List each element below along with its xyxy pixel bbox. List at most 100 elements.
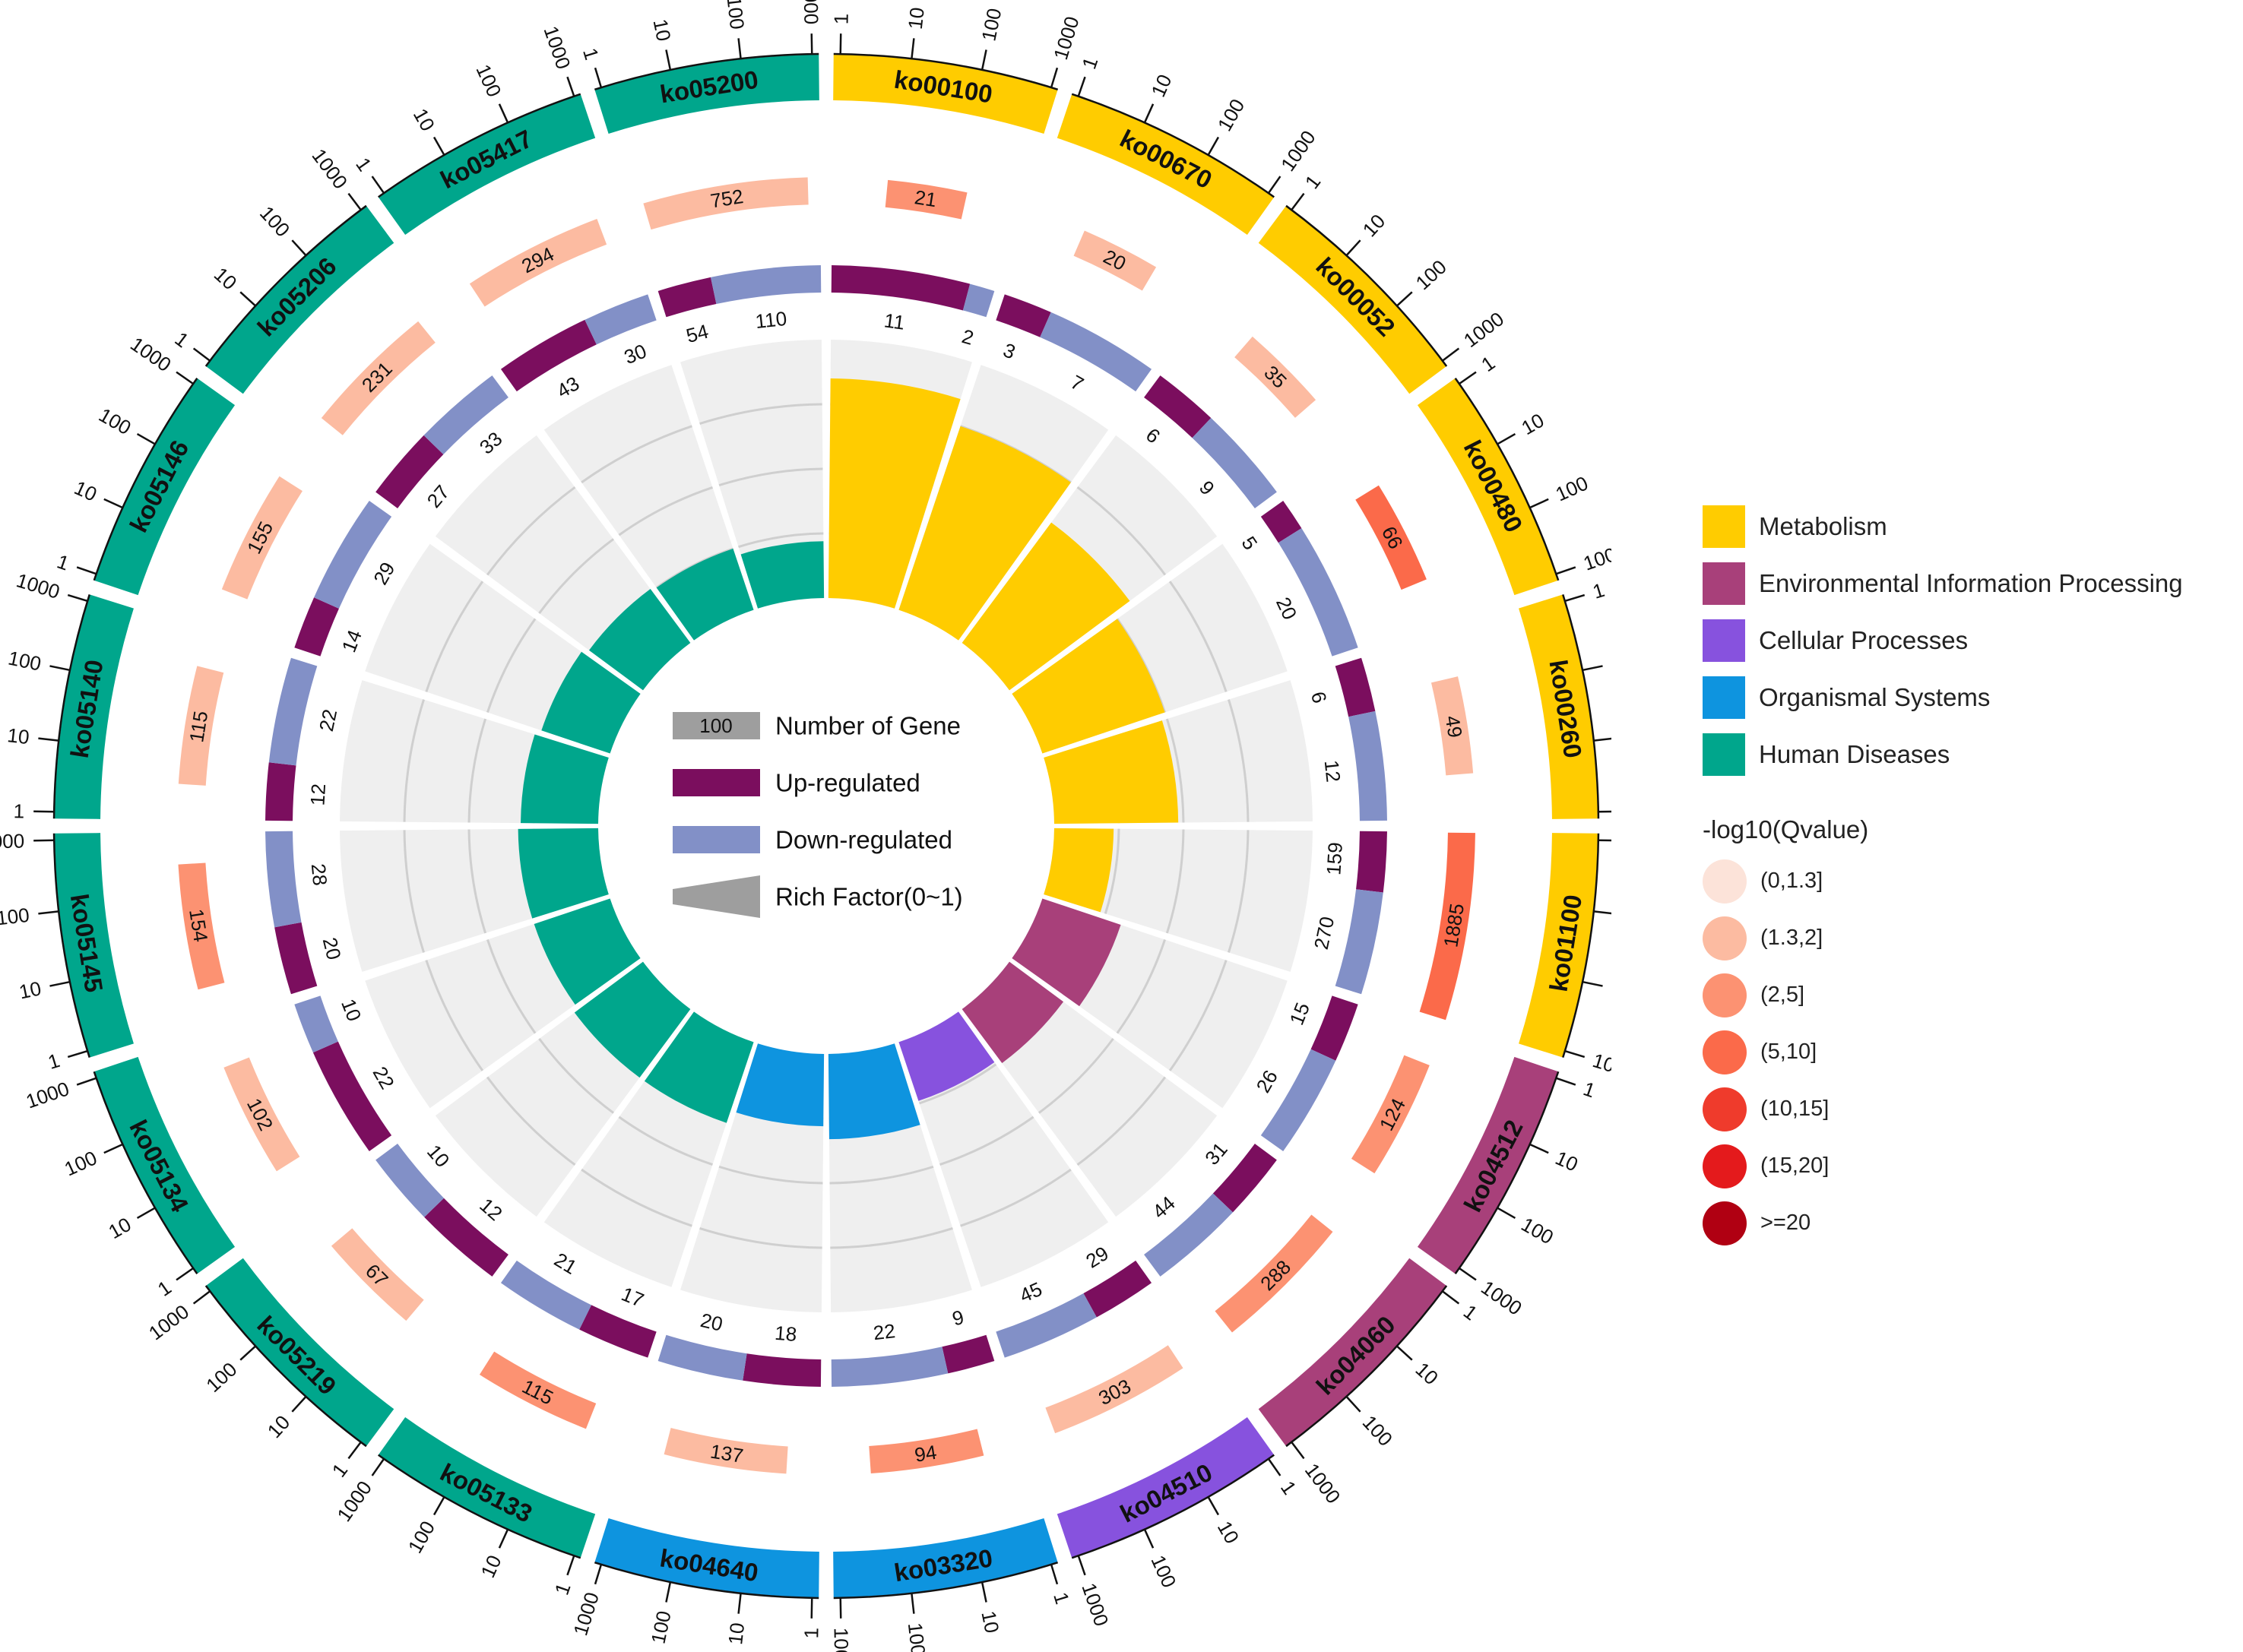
axis-tick [566, 1554, 575, 1576]
qvalue-legend-item: (10,15] [1703, 1081, 2235, 1138]
axis-tick-label: 10 [1609, 648, 1611, 675]
qvalue-legend-title: -log10(Qvalue) [1703, 815, 1869, 843]
down-count-ko05145: 28 [307, 862, 332, 887]
axis-tick [1441, 1290, 1460, 1305]
axis-line [52, 833, 90, 1059]
axis-tick [239, 1344, 257, 1361]
rich-bar-ko04060 [962, 961, 1064, 1064]
up-count-ko04060: 31 [1200, 1138, 1232, 1169]
axis-tick-label: 1000 [1459, 307, 1508, 352]
axis-tick [1143, 1528, 1155, 1549]
rich-grid [538, 538, 614, 614]
category-label: Environmental Information Processing [1759, 568, 2183, 597]
rich-grid [581, 425, 692, 484]
up-bar-ko04640 [743, 1353, 822, 1387]
category-label: Cellular Processes [1759, 625, 1969, 654]
axis-line [1285, 1285, 1448, 1448]
bg-genes-bar-ko05417 [469, 219, 607, 307]
axis-tick-label: 1000 [1276, 126, 1320, 176]
right-legend: Metabolism Environmental Information Proc… [1703, 498, 2235, 1252]
pathway-block-ko00100 [833, 55, 1058, 134]
axis-tick [594, 1563, 603, 1585]
down-count-ko05134: 10 [337, 995, 366, 1024]
up-count-ko05145: 20 [318, 935, 346, 962]
axis-tick-label: 10 [648, 17, 675, 43]
bg-genes-bar-ko03320 [869, 1429, 984, 1473]
axis-tick [665, 49, 672, 71]
axis-line [1454, 378, 1560, 581]
qvalue-legend-item: (1.3,2] [1703, 910, 2235, 967]
bg-genes-bar-ko04060 [1215, 1214, 1333, 1333]
rich-grid [738, 532, 824, 549]
up-bar-ko04512 [1310, 995, 1358, 1061]
axis-tick-label: 100 [723, 0, 749, 30]
rich-bar-ko04640 [736, 1043, 825, 1127]
down-bar-ko01100 [1335, 889, 1383, 995]
pathway-block-ko05200 [594, 55, 819, 134]
pathway-block-ko01100 [1519, 833, 1598, 1058]
qvalue-label: (10,15] [1760, 1097, 1830, 1121]
qvalue-legend-item: (5,10] [1703, 1024, 2235, 1081]
axis-tick-label: 100 [404, 1517, 440, 1557]
category-swatch [1703, 733, 1745, 776]
rich-grid [1228, 699, 1250, 822]
category-swatch [1703, 505, 1745, 548]
axis-tick-label: 1000 [23, 1077, 71, 1112]
category-legend-item: Organismal Systems [1703, 669, 2235, 726]
axis-tick-label: 100 [1517, 1213, 1557, 1249]
axis-tick-label: 100 [61, 1146, 100, 1180]
qvalue-label: (2,5] [1760, 983, 1805, 1007]
axis-tick [1529, 1143, 1549, 1154]
axis-tick [192, 347, 211, 362]
pathway-block-ko04510 [1057, 1416, 1274, 1558]
down-bar-ko05134 [294, 995, 338, 1053]
axis-tick-label: 1000 [332, 1476, 376, 1526]
bg-genes-bar-ko00052 [1234, 336, 1316, 418]
qvalue-dot [1703, 916, 1747, 961]
category-label: Organismal Systems [1759, 682, 1991, 711]
axis-tick-label: 1000 [799, 0, 822, 24]
rich-grid [1168, 960, 1228, 1071]
axis-tick-label: 1 [46, 1049, 63, 1074]
axis-line [594, 52, 819, 90]
axis-line [1454, 1071, 1560, 1274]
down-count-ko00052: 9 [1195, 476, 1219, 500]
axis-tick-label: 1 [351, 153, 376, 176]
rich-factor-key [673, 875, 760, 918]
category-legend-item: Human Diseases [1703, 726, 2235, 783]
rich-bar-ko04512 [1012, 898, 1121, 1007]
rich-grid [718, 1165, 823, 1185]
rich-bar-ko05133 [644, 1011, 754, 1123]
pathway-block-ko04640 [594, 1518, 819, 1597]
up-bar-ko01100 [1356, 831, 1387, 893]
bg-genes-label-ko00260: 49 [1441, 714, 1467, 739]
axis-tick [810, 33, 813, 55]
down-bar-ko04512 [1260, 1049, 1336, 1152]
pathway-block-ko04512 [1417, 1056, 1558, 1274]
axis-tick [1563, 1049, 1586, 1059]
axis-tick-label: 1 [1459, 1300, 1482, 1325]
qvalue-legend-item: >=20 [1703, 1195, 2235, 1252]
axis-tick-label: 10 [210, 263, 242, 295]
rich-grid [1076, 1076, 1167, 1166]
down-bar-ko04060 [1144, 1193, 1234, 1277]
rich-grid [538, 1038, 614, 1114]
axis-tick-label: 100 [904, 1622, 930, 1652]
axis-tick-label: 1 [170, 328, 193, 353]
axis-tick-label: 10 [1411, 1358, 1443, 1390]
up-bar-ko00260 [1335, 657, 1376, 717]
axis-tick [49, 665, 71, 672]
axis-tick-label: 100 [1358, 1411, 1397, 1451]
bg-genes-bar-ko04640 [664, 1428, 788, 1474]
bg-genes-bar-ko05133 [479, 1351, 597, 1429]
pathway-block-ko05134 [94, 1056, 236, 1274]
center-legend-label: Number of Gene [775, 712, 961, 740]
axis-tick [291, 1395, 308, 1413]
axis-tick [1496, 432, 1516, 446]
center-legend-label: Down-regulated [775, 826, 952, 854]
axis-tick [1345, 1395, 1361, 1413]
bg-genes-bar-ko05145 [178, 862, 225, 990]
rich-grid [1104, 828, 1120, 914]
down-bar-ko05133 [500, 1260, 592, 1330]
axis-tick [1290, 1441, 1305, 1460]
